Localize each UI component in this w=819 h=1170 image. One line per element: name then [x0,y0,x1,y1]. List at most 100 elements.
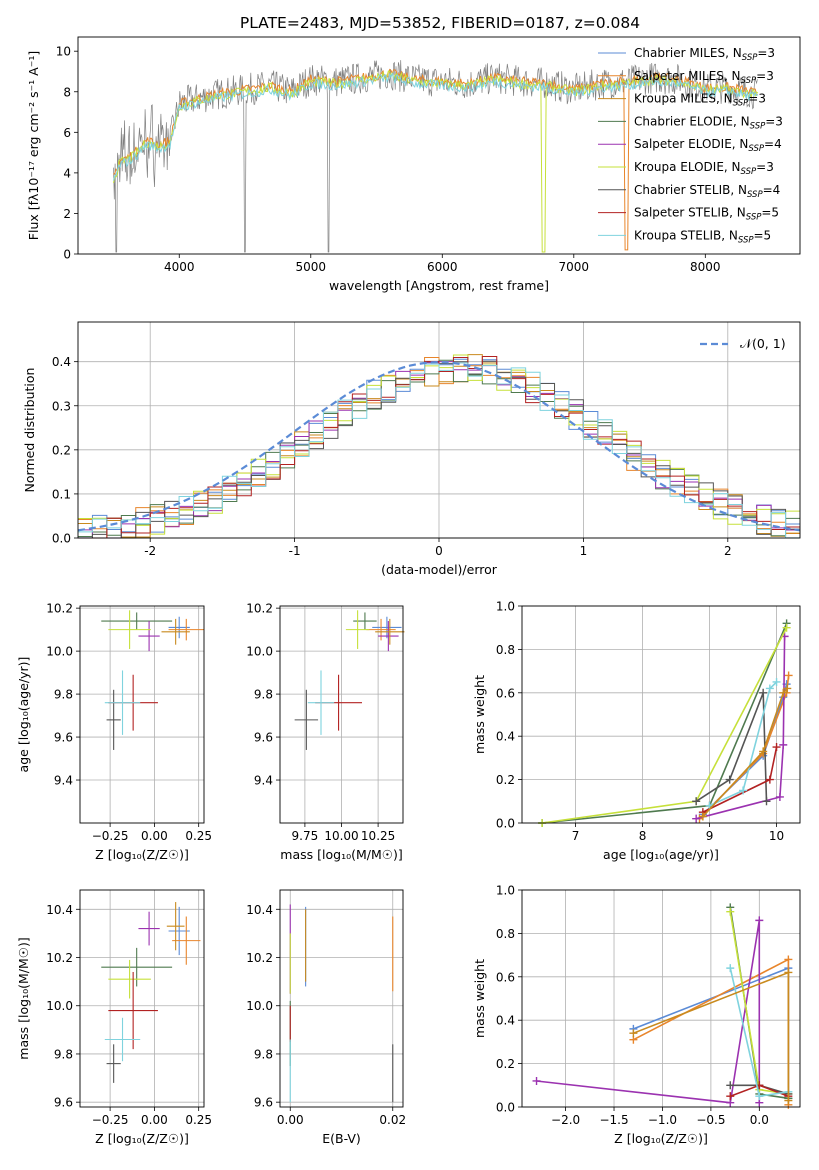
x-axis-label: Z [log₁₀(Z/Z☉)] [95,1131,189,1146]
sfh-marker [759,688,768,697]
errorbar-kroupa-miles [166,902,185,951]
x-axis-label: mass [log₁₀(M/M☉)] [280,847,402,862]
chart-massweight-vs-Z: −2.0 −1.5 −1.0 −0.5 0.0 0.0 0.2 0.4 0.6 0.8 1.0 Z [… [472,884,801,1146]
x-tick-label: 0.25 [185,1113,212,1127]
legend-label: Kroupa STELIB, NSSP=5 [634,228,771,245]
legend: Chabrier MILES, NSSP=3 Salpeter MILES, NS… [598,46,783,245]
y-tick-label: 9.6 [254,1096,273,1110]
sfh-marker [784,955,793,964]
errorbar-kroupa-elodie [108,610,151,649]
sfh-marker [726,1081,735,1090]
axes-frame [279,889,404,1108]
errorbar-salpeter-elodie [138,621,160,652]
y-tick-label: 0.4 [496,730,515,744]
sfh-line [709,681,778,807]
y-tick-label: 0.2 [496,773,515,787]
errorbar-chabrier-stelib [106,1044,121,1083]
sfh-marker [775,792,784,801]
x-axis-label: wavelength [Angstrom, rest frame] [329,278,549,293]
legend-label: Chabrier STELIB, NSSP=4 [634,183,780,200]
x-tick-label: 7 [572,829,580,843]
sfh-marker [532,1076,541,1085]
sfh-marker [629,1029,638,1038]
histogram-kroupa-stelib [78,362,800,539]
sfh-marker [726,964,735,973]
y-tick-label: 10.2 [246,602,273,616]
sfh-marker [772,743,781,752]
errorbar-chabrier-stelib [106,689,121,750]
sfh-marker [779,688,788,697]
y-tick-label: 2 [63,207,71,221]
x-tick-label: -1 [289,544,301,558]
sfh-marker [739,786,748,795]
sfh-marker [782,623,791,632]
x-axis-label: E(B-V) [322,1131,361,1146]
errorbar-kroupa-miles [161,618,190,645]
y-tick-label: 1.0 [496,600,515,614]
plot-area [522,889,800,1109]
x-axis-label: Z [log₁₀(Z/Z☉)] [614,1131,708,1146]
y-tick-label: 9.6 [54,731,73,745]
sfh-marker [759,747,768,756]
legend-label: Kroupa ELODIE, NSSP=3 [634,160,774,177]
series-observed-flux [113,60,758,253]
x-tick-label: 0.00 [141,1113,168,1127]
y-tick-label: 10.2 [246,951,273,965]
plot-area [80,606,204,823]
errorbar-chabrier-elodie [101,947,173,987]
x-tick-label: 5000 [296,260,327,274]
histogram-salpeter-stelib [78,356,800,539]
x-tick-label: 0.00 [141,829,168,843]
y-tick-label: 10.0 [246,645,273,659]
sfh-marker [784,671,793,680]
sfh-marker [765,775,774,784]
sfh-marker [755,1092,764,1101]
chart-residuals: -2 -1 0 1 2 0.0 0.1 0.2 0.3 0.4 (data-model)/error… [22,321,801,577]
y-tick-label: 1.0 [496,884,515,898]
x-tick-label: 7000 [559,260,590,274]
plot-area [522,605,800,827]
errorbar-salpeter-miles [168,618,204,641]
sfh-marker [772,677,781,686]
sfh-line [702,683,788,815]
sfh-line [536,920,761,1104]
plot-area [113,60,759,253]
y-tick-label: 9.8 [254,688,273,702]
plot-area [280,606,405,823]
x-tick-label: 0.0 [750,1113,769,1127]
y-tick-label: 0.6 [496,686,515,700]
errorbar-kroupa-stelib [104,1017,141,1062]
axes-frame [77,321,801,539]
x-tick-label: 4000 [164,260,195,274]
errorbar-salpeter-stelib [108,971,158,1050]
errorbar-salpeter-miles [172,916,201,965]
legend-label: Chabrier MILES, NSSP=3 [634,46,775,63]
sfh-salpeter-stelib [698,743,781,817]
errorbar-salpeter-elodie [378,621,399,652]
errorbar-kroupa-miles [375,618,405,645]
x-tick-label: 0.25 [185,829,212,843]
sfh-marker [726,907,735,916]
errorbar-kroupa-stelib [307,670,335,735]
x-tick-label: 1 [580,544,588,558]
sfh-marker [784,1096,793,1105]
y-tick-label: 10.0 [46,645,73,659]
sfh-marker [755,916,764,925]
x-tick-label: 9.75 [292,829,319,843]
sfh-line [542,623,788,824]
x-tick-label: −1.5 [599,1113,628,1127]
sfh-kroupa-miles [698,684,792,821]
x-tick-label: 10.25 [361,829,395,843]
y-tick-label: 9.6 [54,1096,73,1110]
y-axis-label: mass weight [472,959,487,1038]
errorbar-kroupa-elodie [345,610,370,649]
x-axis-label: age [log₁₀(age/yr)] [603,847,719,862]
y-tick-label: 0.0 [496,1101,515,1115]
plot-area [80,890,204,1107]
y-tick-label: 0.0 [52,532,71,546]
y-axis-label: age [log₁₀(age/yr)] [16,657,31,773]
x-tick-label: 9 [706,829,714,843]
series-kroupa-stelib [113,72,759,181]
chart-mass-vs-EBV: 0.00 0.02 9.6 9.8 10.0 10.2 10.4 E(B-V) [246,889,406,1146]
